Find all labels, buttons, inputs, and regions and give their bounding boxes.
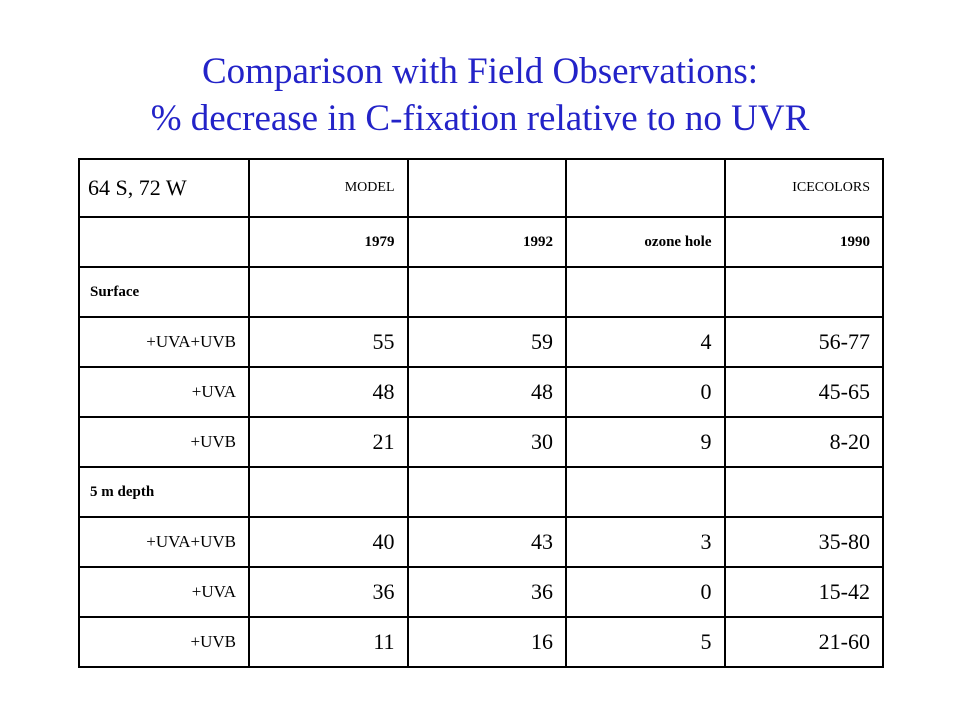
column-header: 1992	[406, 216, 567, 268]
empty-cell	[406, 466, 567, 518]
value-cell: 0	[565, 566, 726, 618]
section-label: 5 m depth	[78, 466, 250, 518]
value-cell: 16	[406, 616, 567, 668]
value-cell: 30	[406, 416, 567, 468]
value-cell: 15-42	[723, 566, 884, 618]
value-cell: 3	[565, 516, 726, 568]
value-cell: 5	[565, 616, 726, 668]
empty-header-cell	[565, 158, 726, 218]
empty-cell	[565, 466, 726, 518]
model-group-header: MODEL	[248, 158, 409, 218]
section-label: Surface	[78, 266, 250, 318]
value-cell: 9	[565, 416, 726, 468]
value-cell: 43	[406, 516, 567, 568]
value-cell: 36	[248, 566, 409, 618]
treatment-label: +UVA+UVB	[78, 316, 250, 368]
empty-cell	[723, 266, 884, 318]
value-cell: 45-65	[723, 366, 884, 418]
value-cell: 48	[248, 366, 409, 418]
empty-header-cell	[78, 216, 250, 268]
empty-cell	[565, 266, 726, 318]
column-header: 1979	[248, 216, 409, 268]
slide-title: Comparison with Field Observations: % de…	[0, 48, 960, 142]
value-cell: 59	[406, 316, 567, 368]
location-cell: 64 S, 72 W	[78, 158, 250, 218]
section-row-5m-depth: 5 m depth	[78, 466, 884, 518]
treatment-label: +UVA	[78, 566, 250, 618]
value-cell: 21	[248, 416, 409, 468]
value-cell: 40	[248, 516, 409, 568]
column-header: 1990	[723, 216, 884, 268]
table-group-header-row: 64 S, 72 W MODEL ICECOLORS	[78, 158, 884, 218]
empty-cell	[248, 266, 409, 318]
table-row: +UVA 48 48 0 45-65	[78, 366, 884, 418]
table-row: +UVA+UVB 55 59 4 56-77	[78, 316, 884, 368]
comparison-table: 64 S, 72 W MODEL ICECOLORS 1979 1992 ozo…	[78, 158, 884, 668]
table-row: +UVB 21 30 9 8-20	[78, 416, 884, 468]
value-cell: 35-80	[723, 516, 884, 568]
value-cell: 55	[248, 316, 409, 368]
empty-cell	[248, 466, 409, 518]
table-row: +UVA 36 36 0 15-42	[78, 566, 884, 618]
value-cell: 56-77	[723, 316, 884, 368]
value-cell: 48	[406, 366, 567, 418]
treatment-label: +UVB	[78, 616, 250, 668]
icecolors-group-header: ICECOLORS	[723, 158, 884, 218]
value-cell: 36	[406, 566, 567, 618]
table-row: +UVB 11 16 5 21-60	[78, 616, 884, 668]
value-cell: 4	[565, 316, 726, 368]
column-header: ozone hole	[565, 216, 726, 268]
empty-header-cell	[406, 158, 567, 218]
treatment-label: +UVA	[78, 366, 250, 418]
value-cell: 0	[565, 366, 726, 418]
empty-cell	[723, 466, 884, 518]
treatment-label: +UVA+UVB	[78, 516, 250, 568]
value-cell: 11	[248, 616, 409, 668]
section-row-surface: Surface	[78, 266, 884, 318]
value-cell: 8-20	[723, 416, 884, 468]
title-line-2: % decrease in C-fixation relative to no …	[150, 98, 810, 139]
empty-cell	[406, 266, 567, 318]
table-row: +UVA+UVB 40 43 3 35-80	[78, 516, 884, 568]
title-line-1: Comparison with Field Observations:	[202, 51, 758, 92]
treatment-label: +UVB	[78, 416, 250, 468]
value-cell: 21-60	[723, 616, 884, 668]
table-column-header-row: 1979 1992 ozone hole 1990	[78, 216, 884, 268]
